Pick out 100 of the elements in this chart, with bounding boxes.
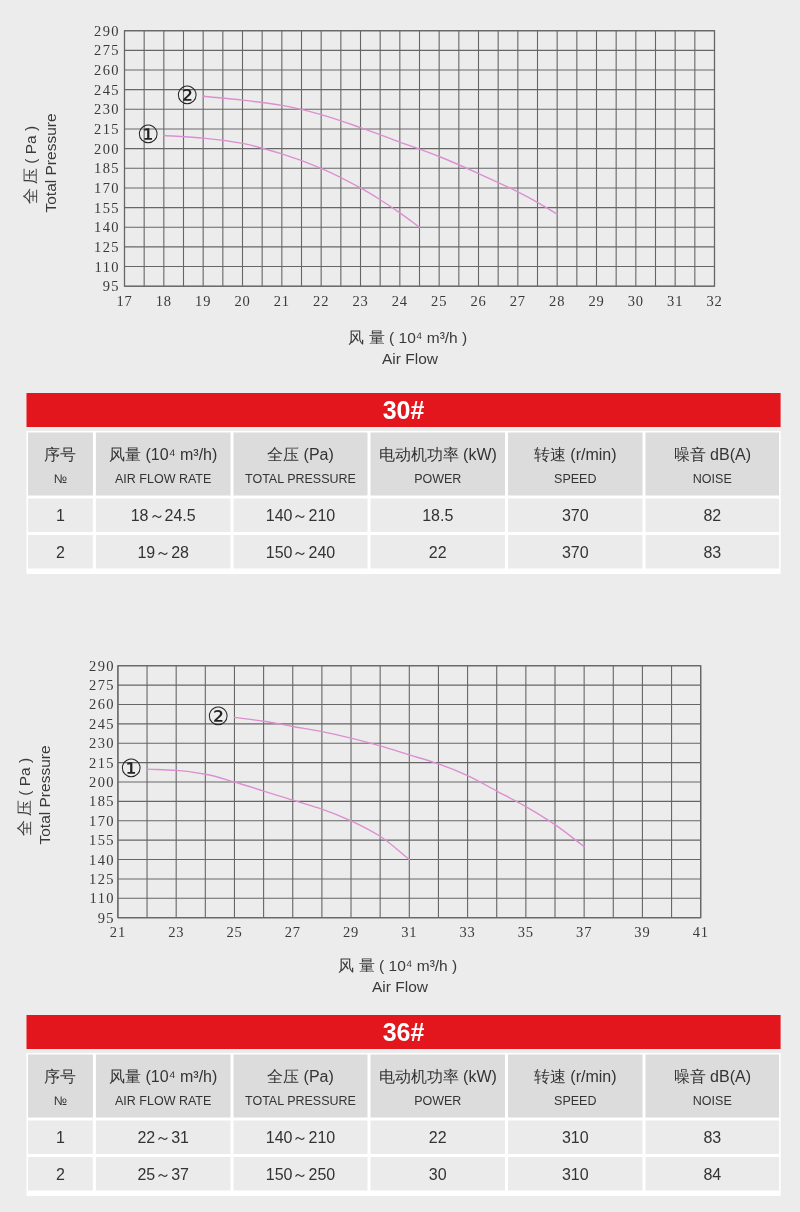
text: 22: [428, 543, 447, 561]
x-tick-label: 24: [391, 293, 408, 309]
text: 19～28: [137, 543, 190, 561]
text: AIR FLOW RATE: [115, 1094, 212, 1108]
y-tick-label: 125: [89, 870, 115, 887]
x-tick-label: 32: [706, 293, 723, 309]
text: №: [53, 1094, 68, 1108]
text: AIR FLOW RATE: [115, 472, 212, 486]
y-tick-label: 275: [89, 677, 115, 694]
y-tick-label: 260: [89, 696, 115, 713]
x-tick-label: 37: [576, 924, 593, 940]
y-tick-label: 110: [89, 890, 115, 907]
text: 25～37: [137, 1165, 190, 1183]
y-tick-label: 290: [89, 657, 115, 674]
y-tick-label: 275: [94, 42, 120, 59]
text: SPEED: [554, 1094, 597, 1108]
x-tick-label: 35: [517, 924, 534, 940]
text: 83: [703, 543, 722, 561]
x-tick-label: 29: [342, 924, 360, 940]
text: 转速 (r/min): [533, 1068, 617, 1085]
x-tick-label: 23: [168, 924, 185, 940]
x-tick-label: 17: [116, 293, 133, 309]
line-series: [202, 95, 558, 215]
text: 电动机功率 (kW): [378, 446, 497, 463]
text: 140～210: [265, 507, 336, 525]
y-axis-title: 全 压 ( Pa ) Total Pressure: [16, 745, 53, 845]
annotation: ②: [207, 702, 230, 730]
text: 150～250: [265, 1165, 336, 1183]
text: 2: [56, 543, 65, 561]
text: 序号: [44, 1068, 77, 1085]
y-tick-label: 110: [94, 258, 120, 275]
y-tick-label: 230: [89, 735, 115, 752]
y-tick-label: 230: [94, 101, 120, 118]
y-tick-label: 140: [89, 851, 115, 868]
x-tick-label: 19: [195, 293, 212, 309]
y-tick-label: 140: [94, 219, 120, 236]
y-axis-title: 全 压 ( Pa ) Total Pressure: [22, 113, 59, 213]
y-tick-label: 155: [89, 832, 115, 849]
line-series: [163, 134, 421, 228]
y-tick-label: 155: [94, 199, 120, 216]
text: NOISE: [692, 472, 732, 486]
y-tick-label: 185: [89, 793, 115, 810]
y-tick-label: 170: [89, 812, 115, 829]
y-tick-label: 290: [94, 22, 120, 39]
text: 370: [561, 507, 589, 525]
x-tick-label: 31: [667, 293, 684, 309]
y-tick-label: 125: [94, 238, 120, 255]
x-tick-label: 28: [549, 293, 566, 309]
x-tick-label: 25: [226, 924, 243, 940]
text: 140～210: [265, 1129, 336, 1147]
text: 风量 (10⁴ m³/h): [109, 446, 218, 463]
x-tick-label: 22: [313, 293, 330, 309]
annotation: ①: [136, 121, 159, 149]
x-tick-label: 20: [234, 293, 251, 309]
x-tick-label: 27: [284, 924, 301, 940]
text: SPEED: [554, 472, 597, 486]
text: TOTAL PRESSURE: [245, 1094, 356, 1108]
text: 150～240: [265, 543, 336, 561]
x-tick-label: 23: [352, 293, 369, 309]
y-tick-label: 260: [94, 62, 120, 79]
text: NOISE: [692, 1094, 732, 1108]
y-tick-label: 200: [94, 140, 120, 157]
annotation: ①: [120, 754, 143, 782]
text: 82: [703, 507, 722, 525]
text: POWER: [414, 472, 462, 486]
text: 36#: [382, 1018, 425, 1046]
y-tick-label: 245: [89, 715, 115, 732]
text: 18～24.5: [130, 507, 196, 525]
text: 全压 (Pa): [267, 1068, 334, 1085]
x-tick-label: 21: [109, 924, 126, 940]
line-series: [146, 768, 410, 861]
text: 电动机功率 (kW): [378, 1068, 497, 1085]
text: 2: [56, 1165, 65, 1183]
text: 全压 (Pa): [267, 446, 334, 463]
text: TOTAL PRESSURE: [245, 472, 356, 486]
x-tick-label: 21: [273, 293, 290, 309]
x-tick-label: 29: [588, 293, 605, 309]
x-tick-label: 33: [459, 924, 476, 940]
x-tick-label: 30: [627, 293, 644, 309]
text: 310: [561, 1129, 589, 1147]
y-tick-label: 170: [94, 179, 120, 196]
text: №: [53, 472, 68, 486]
text: 22: [428, 1129, 447, 1147]
text: 转速 (r/min): [533, 446, 617, 463]
y-tick-label: 95: [102, 278, 120, 295]
x-axis-title: 风 量 ( 10⁴ m³/h ) Air Flow: [338, 957, 458, 995]
y-tick-label: 185: [94, 160, 120, 177]
text: 1: [56, 507, 65, 525]
y-tick-label: 200: [89, 774, 115, 791]
text: 18.5: [422, 507, 454, 525]
text: POWER: [414, 1094, 462, 1108]
text: 1: [56, 1129, 65, 1147]
x-tick-label: 26: [470, 293, 487, 309]
text: 22～31: [137, 1129, 190, 1147]
x-tick-label: 39: [634, 924, 651, 940]
text: 30#: [382, 396, 425, 424]
text: 310: [561, 1165, 589, 1183]
text: 30: [428, 1165, 447, 1183]
x-tick-label: 31: [401, 924, 418, 940]
text: 序号: [44, 446, 77, 463]
